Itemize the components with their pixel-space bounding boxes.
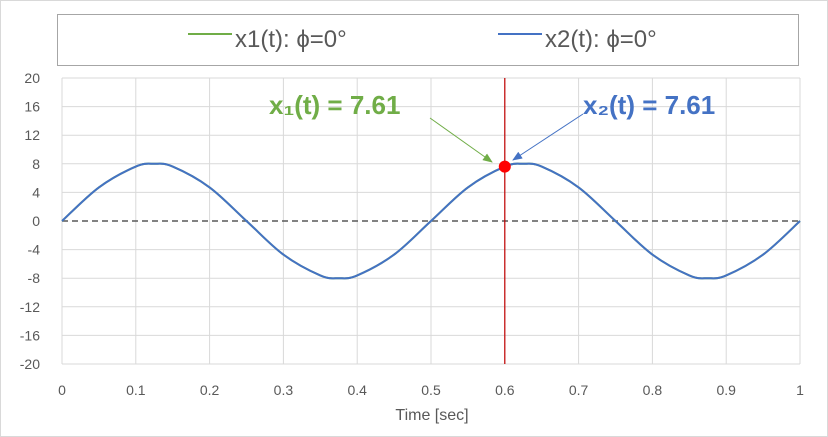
y-tick-label: 4 (32, 184, 40, 200)
legend-swatch-x2 (498, 33, 542, 35)
x-tick-label: 0.5 (421, 382, 441, 398)
annotation-arrow-x1 (429, 117, 493, 163)
x-tick-label: 0.9 (716, 382, 736, 398)
x-axis-title: Time [sec] (395, 407, 468, 424)
y-tick-label: 8 (32, 156, 40, 172)
series-lines (61, 162, 801, 280)
x-tick-label: 1 (796, 382, 804, 398)
x-tick-label: 0 (58, 382, 66, 398)
x-tick-label: 0.3 (274, 382, 294, 398)
y-tick-label: 16 (24, 99, 40, 115)
y-tick-label: -16 (20, 327, 40, 343)
legend-swatch-x1 (188, 33, 232, 35)
annotation-x1: x₁(t) = 7.61 (269, 90, 400, 120)
y-tick-label: 0 (32, 213, 40, 229)
y-tick-label: -20 (20, 356, 40, 372)
y-tick-label: -4 (28, 242, 41, 258)
y-tick-label: 20 (24, 70, 40, 86)
legend-item-x2: x2(t): ϕ=0° (498, 25, 657, 55)
annotation-arrow-x2 (512, 113, 584, 161)
legend-item-x1: x1(t): ϕ=0° (188, 25, 347, 55)
legend-label-x2: x2(t): ϕ=0° (545, 26, 657, 53)
y-tick-label: 12 (24, 127, 40, 143)
data-marker (498, 160, 511, 173)
annotation-x2: x₂(t) = 7.61 (583, 90, 715, 120)
legend: x1(t): ϕ=0° x2(t): ϕ=0° (57, 14, 799, 66)
axes: 20 16 12 8 4 0 -4 -8 -12 -16 -20 0 0.1 0.2 0.3 0.4 0.5 0.… (20, 70, 804, 398)
series-line-2 (61, 162, 801, 280)
x-tick-label: 0.6 (495, 382, 515, 398)
x-tick-label: 0.4 (347, 382, 367, 398)
legend-label-x1: x1(t): ϕ=0° (235, 26, 347, 53)
overlay (498, 78, 511, 364)
x-tick-label: 0.1 (126, 382, 146, 398)
y-tick-label: -12 (20, 299, 40, 315)
y-tick-label: -8 (28, 270, 41, 286)
x-tick-label: 0.8 (643, 382, 663, 398)
x-tick-label: 0.7 (569, 382, 589, 398)
x-tick-label: 0.2 (200, 382, 220, 398)
